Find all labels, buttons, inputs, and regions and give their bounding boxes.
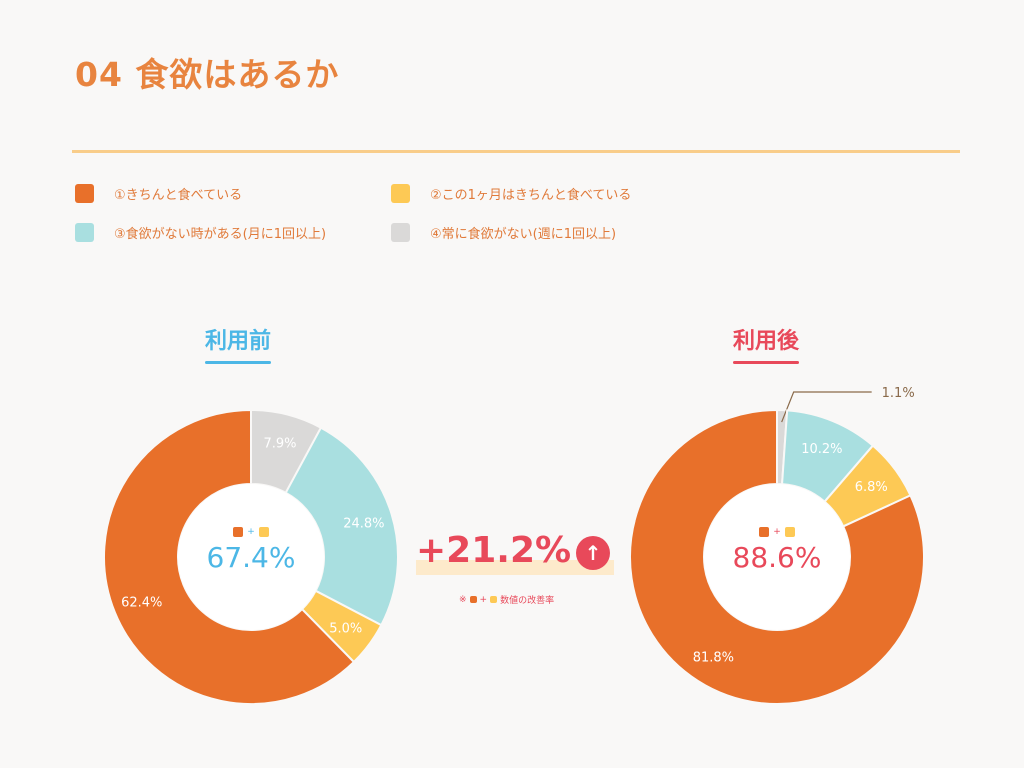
page-title: 04 食欲はあるか — [75, 55, 340, 94]
improvement-block: +21.2% ↑ — [416, 530, 616, 575]
arrow-up-icon: ↑ — [576, 536, 610, 570]
after-center-yellow-square — [784, 527, 795, 537]
legend-swatch-1 — [75, 184, 94, 203]
improvement-value: +21.2% — [416, 530, 572, 571]
after-donut-hole — [704, 484, 850, 630]
after-slice-label-2: 6.8% — [855, 480, 888, 495]
after-heading: 利用後 — [733, 323, 800, 364]
before-heading-text: 利用前 — [205, 329, 272, 354]
before-heading-underline — [205, 361, 272, 364]
after-heading-text: 利用後 — [733, 329, 800, 354]
after-center-orange-square — [759, 527, 770, 537]
before-slice-label-1: 62.4% — [121, 596, 162, 611]
before-center-value: 67.4% — [206, 541, 296, 574]
legend-item-3: ③食欲がない時がある(月に1回以上) — [75, 223, 326, 242]
legend-label-2: ②この1ヶ月はきちんと食べている — [430, 188, 632, 203]
legend-item-4: ④常に食欲がない(週に1回以上) — [391, 223, 616, 242]
note-prefix: ※ — [459, 594, 467, 605]
before-donut-hole — [178, 484, 324, 630]
after-slice-label-3: 10.2% — [801, 442, 842, 457]
after-center-plus: + — [773, 527, 781, 537]
after-center: + 88.6% — [712, 527, 842, 574]
after-heading-underline — [733, 361, 800, 364]
before-slice-label-3: 24.8% — [343, 517, 384, 532]
note-plus: + — [479, 594, 488, 605]
before-center-orange-square — [233, 527, 244, 537]
title-divider — [72, 150, 960, 153]
legend-item-2: ②この1ヶ月はきちんと食べている — [391, 184, 631, 203]
before-slice-label-2: 5.0% — [329, 621, 362, 636]
legend-swatch-3 — [75, 223, 94, 242]
note-orange-square — [469, 596, 477, 603]
before-center-plus: + — [247, 527, 255, 537]
improvement-highlight — [416, 560, 614, 575]
improvement-note: ※ + 数値の改善率 — [459, 593, 555, 607]
before-heading: 利用前 — [205, 323, 272, 364]
after-center-icons: + — [712, 527, 842, 537]
after-slice-label-4: 1.1% — [882, 386, 915, 401]
legend-swatch-4 — [391, 223, 410, 242]
legend-swatch-2 — [391, 184, 410, 203]
legend-label-4: ④常に食欲がない(週に1回以上) — [430, 227, 617, 242]
legend-label-1: ①きちんと食べている — [114, 188, 243, 203]
legend-label-3: ③食欲がない時がある(月に1回以上) — [114, 227, 327, 242]
before-center: + 67.4% — [186, 527, 316, 574]
before-center-icons: + — [186, 527, 316, 537]
before-slice-label-4: 7.9% — [263, 437, 296, 452]
note-yellow-square — [490, 596, 498, 603]
after-leader-line — [781, 391, 872, 423]
note-text: 数値の改善率 — [500, 596, 555, 606]
before-center-yellow-square — [258, 527, 269, 537]
after-slice-label-1: 81.8% — [693, 650, 734, 665]
legend-item-1: ①きちんと食べている — [75, 184, 242, 203]
after-center-value: 88.6% — [732, 541, 822, 574]
